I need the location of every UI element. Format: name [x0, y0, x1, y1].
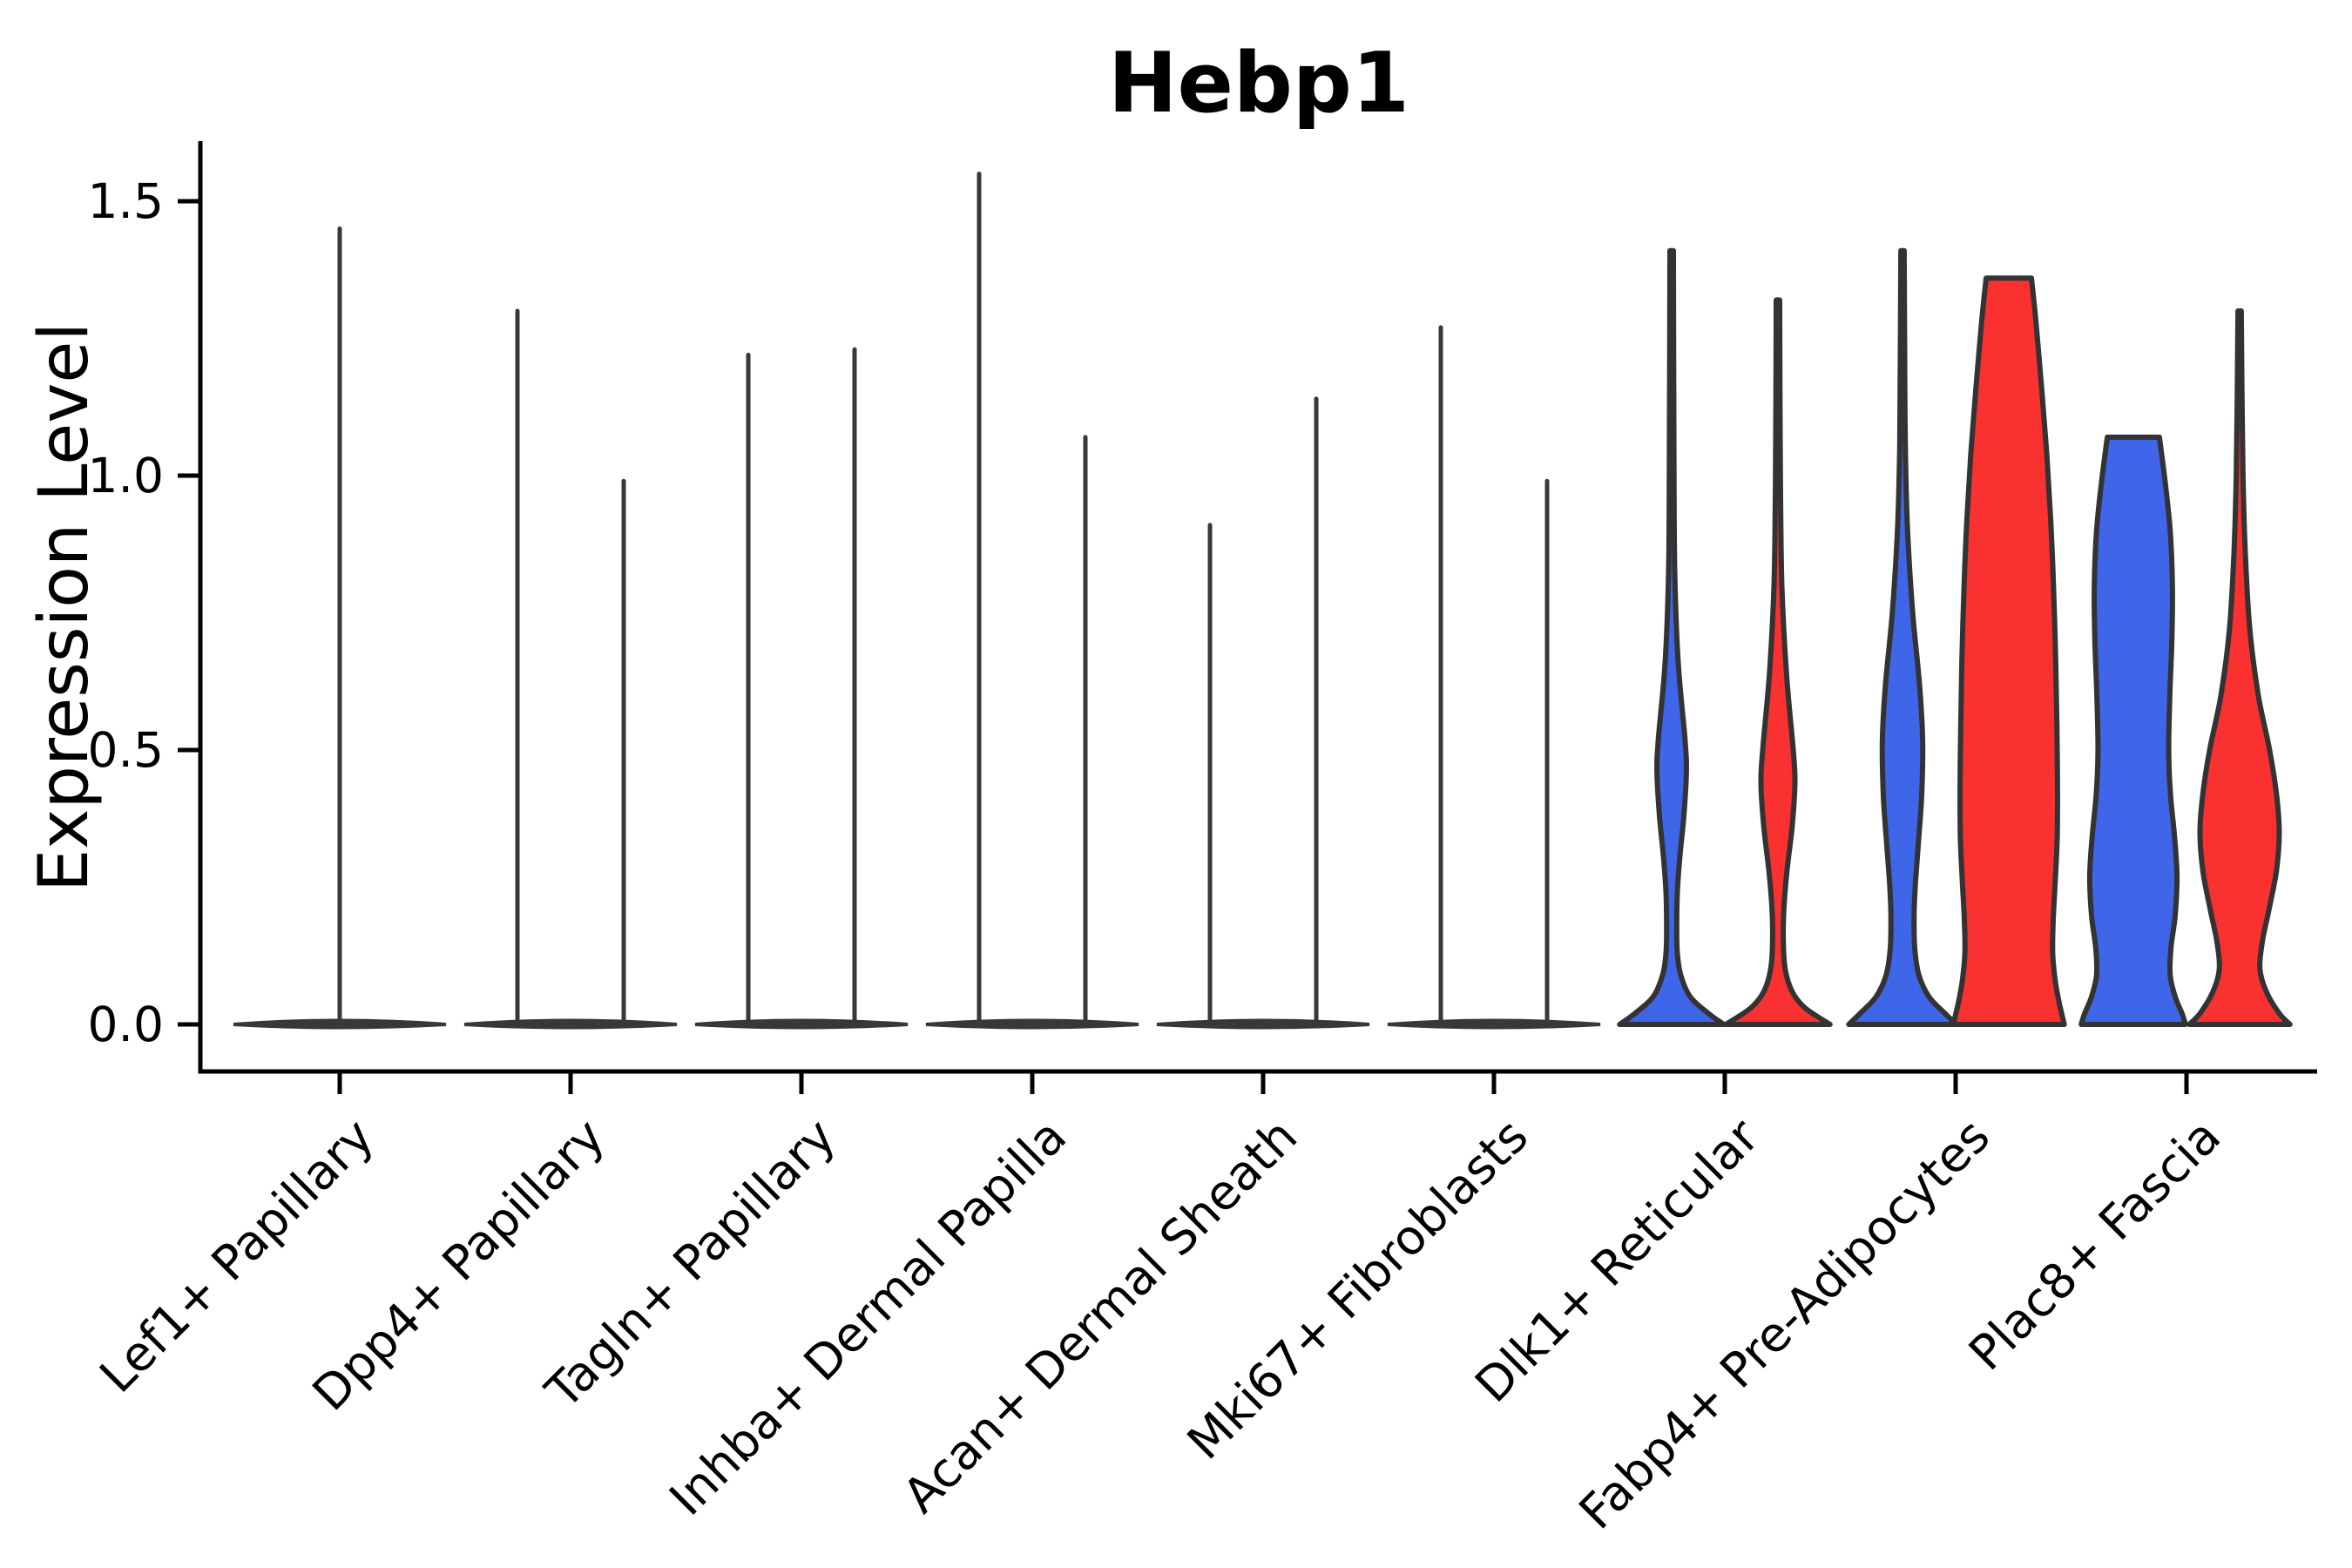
y-tick-label-3: 1.5 [88, 173, 164, 229]
x-tick-label-inhba-dermal-papilla: Inhba+ Dermal Papilla [659, 1108, 1077, 1526]
violin-group-fabp4-pre-adipocytes [1846, 247, 2067, 1027]
violin-group-mki67-fibroblasts [1387, 325, 1601, 1030]
zero-density-band-dpp4-papillary [463, 1018, 678, 1030]
chart-title: Hebp1 [1108, 36, 1409, 132]
violin-group-dlk1-reticular [1617, 247, 1833, 1027]
y-tick-layer: 0.0 0.5 1.0 1.5 [88, 173, 200, 1052]
x-tick-label-plac8-fascia: Plac8+ Fascia [1958, 1108, 2231, 1381]
violin-group-tagln-papillary [694, 347, 909, 1030]
violin-group-inhba-dermal-papilla [925, 172, 1139, 1030]
violin-group-plac8-fascia [2078, 308, 2293, 1027]
violin-layer [233, 172, 2293, 1030]
y-tick-label-0: 0.0 [88, 997, 164, 1052]
y-tick-label-2: 1.0 [88, 448, 164, 504]
zero-density-band-acan-dermal-sheath [1156, 1018, 1370, 1030]
violin-fabp4-pre-adipocytes-blue [1846, 247, 1959, 1027]
violin-group-lef1-papillary [233, 226, 447, 1030]
zero-density-band-lef1-papillary [233, 1018, 447, 1030]
zero-density-band-inhba-dermal-papilla [925, 1018, 1139, 1030]
y-axis-label: Expression Level [25, 322, 104, 892]
violin-group-dpp4-papillary [463, 308, 678, 1030]
violin-plac8-fascia-red [2186, 308, 2293, 1027]
violin-group-acan-dermal-sheath [1156, 396, 1370, 1030]
violin-fabp4-pre-adipocytes-red [1950, 275, 2067, 1027]
violin-dlk1-reticular-red [1723, 297, 1833, 1027]
x-tick-label-fabp4-pre-adipocytes: Fabp4+ Pre-Adipocytes [1568, 1108, 2000, 1540]
zero-density-band-mki67-fibroblasts [1387, 1018, 1601, 1030]
y-tick-label-1: 0.5 [88, 722, 164, 778]
x-tick-label-acan-dermal-sheath: Acan+ Dermal Sheath [892, 1108, 1308, 1524]
violin-plac8-fascia-blue [2078, 434, 2188, 1027]
violin-dlk1-reticular-blue [1617, 247, 1727, 1027]
zero-density-band-tagln-papillary [694, 1018, 909, 1030]
